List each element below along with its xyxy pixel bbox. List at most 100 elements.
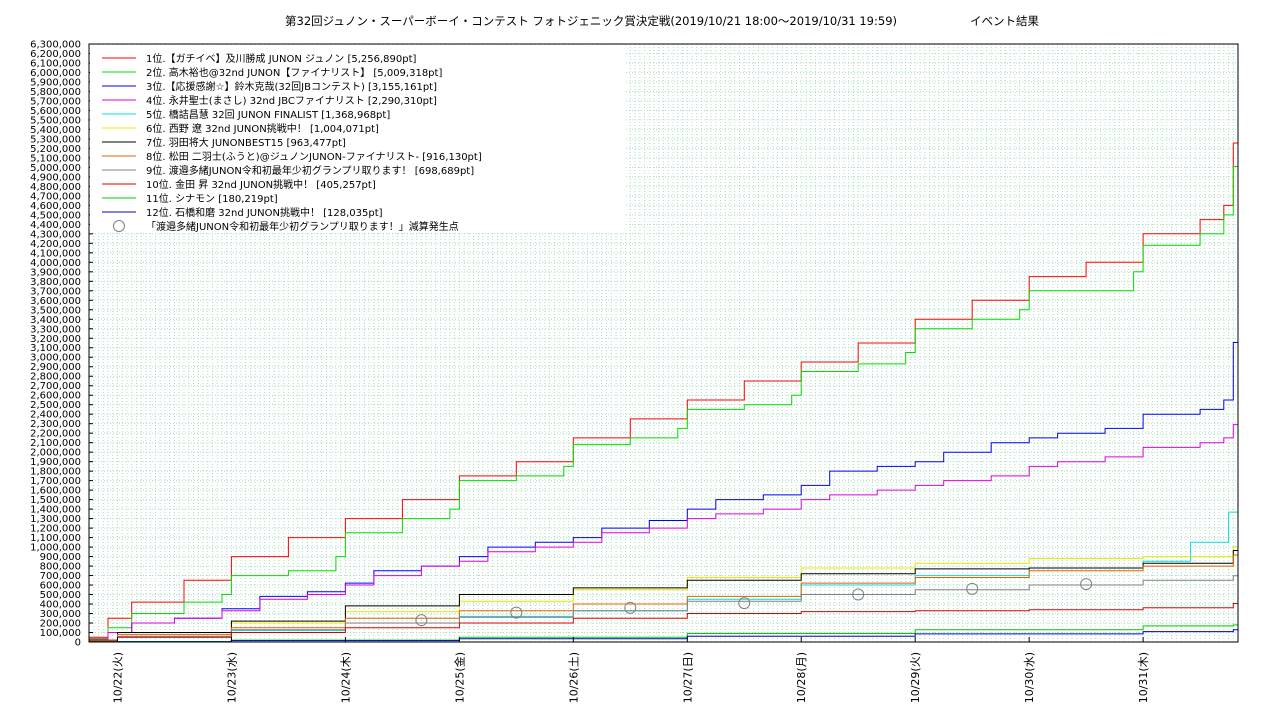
y-tick-label: 6,100,000 <box>30 58 81 69</box>
x-tick-label: 10/28(月) <box>795 652 808 703</box>
y-tick-label: 1,800,000 <box>30 467 81 478</box>
y-tick-label: 5,200,000 <box>30 144 81 155</box>
y-tick-label: 600,000 <box>40 581 81 592</box>
y-tick-label: 5,100,000 <box>30 153 81 164</box>
subtraction-marker <box>738 597 751 610</box>
y-tick-label: 2,100,000 <box>30 438 81 449</box>
y-tick-label: 700,000 <box>40 571 81 582</box>
y-tick-label: 2,800,000 <box>30 372 81 383</box>
plot-frame <box>88 43 1239 643</box>
y-tick-label: 4,700,000 <box>30 191 81 202</box>
legend-label: 6位. 西野 遼 32nd JUNON挑戦中！ [1,004,071pt] <box>146 122 379 135</box>
y-tick-label: 1,500,000 <box>30 495 81 506</box>
y-tick-label: 2,400,000 <box>30 410 81 421</box>
y-tick-label: 400,000 <box>40 600 81 611</box>
y-tick-label: 2,900,000 <box>30 362 81 373</box>
y-tick-label: 1,900,000 <box>30 457 81 468</box>
x-tick-label: 10/27(日) <box>681 652 694 703</box>
y-tick-label: 5,600,000 <box>30 106 81 117</box>
subtraction-marker <box>624 601 637 614</box>
series-line-10 <box>89 603 1238 642</box>
y-tick-label: 5,400,000 <box>30 125 81 136</box>
series-line-4 <box>89 424 1238 640</box>
x-tick-label: 10/26(土) <box>567 652 580 703</box>
y-tick-label: 2,500,000 <box>30 400 81 411</box>
y-tick-label: 1,400,000 <box>30 505 81 516</box>
y-tick-label: 4,600,000 <box>30 201 81 212</box>
legend-label: 5位. 橋詰昌慧 32回 JUNON FINALIST [1,368,968pt… <box>146 108 390 121</box>
x-tick-label: 10/30(水) <box>1023 652 1036 703</box>
y-tick-label: 4,100,000 <box>30 248 81 259</box>
legend-label: 10位. 金田 昇 32nd JUNON挑戦中！ [405,257pt] <box>146 178 376 191</box>
series-line-5 <box>89 511 1238 642</box>
chart-title-main: 第32回ジュノン・スーパーボーイ・コンテスト フォトジェニック賞決定戦(2019… <box>285 14 897 28</box>
legend: 1位.【ガチイベ】及川勝成 JUNON ジュノン [5,256,890pt]2位… <box>90 47 626 233</box>
legend-label: 12位. 石橋和磨 32nd JUNON挑戦中！ [128,035pt] <box>146 206 383 219</box>
series-lines <box>89 142 1238 643</box>
legend-label: 7位. 羽田将大 JUNONBEST15 [963,477pt] <box>146 136 346 149</box>
y-tick-label: 2,600,000 <box>30 391 81 402</box>
x-tick-label: 10/22(火) <box>111 652 124 703</box>
y-tick-label: 1,300,000 <box>30 514 81 525</box>
y-tick-label: 5,000,000 <box>30 163 81 174</box>
y-tick-label: 4,300,000 <box>30 229 81 240</box>
legend-marker-label: 「渡邉多緒JUNON令和初最年少初グランプリ取ります！」減算発生点 <box>146 220 459 233</box>
y-tick-label: 4,200,000 <box>30 239 81 250</box>
series-line-9 <box>89 575 1238 642</box>
y-tick-label: 4,000,000 <box>30 258 81 269</box>
y-tick-label: 5,900,000 <box>30 77 81 88</box>
x-tick-label: 10/23(水) <box>225 652 238 703</box>
y-tick-label: 4,900,000 <box>30 172 81 183</box>
x-tick-label: 10/25(金) <box>452 652 466 703</box>
y-tick-label: 900,000 <box>40 552 81 563</box>
y-tick-label: 2,200,000 <box>30 429 81 440</box>
y-tick-label: 2,000,000 <box>30 448 81 459</box>
y-tick-label: 3,700,000 <box>30 286 81 297</box>
y-tick-label: 5,800,000 <box>30 87 81 98</box>
series-line-2 <box>89 166 1238 639</box>
y-tick-label: 3,300,000 <box>30 324 81 335</box>
series-line-3 <box>89 342 1238 641</box>
y-tick-label: 300,000 <box>40 609 81 620</box>
y-tick-label: 3,600,000 <box>30 296 81 307</box>
y-tick-label: 2,300,000 <box>30 419 81 430</box>
series-line-8 <box>89 554 1238 641</box>
y-tick-label: 3,100,000 <box>30 343 81 354</box>
y-tick-label: 2,700,000 <box>30 381 81 392</box>
legend-label: 11位. シナモン [180,219pt] <box>146 192 278 205</box>
y-tick-label: 3,800,000 <box>30 277 81 288</box>
y-tick-label: 200,000 <box>40 619 81 630</box>
y-tick-label: 5,300,000 <box>30 134 81 145</box>
legend-label: 3位.【応援感謝☆】鈴木克哉(32回JBコンテスト) [3,155,161pt] <box>146 80 437 93</box>
subtraction-marker <box>852 588 865 601</box>
legend-label: 1位.【ガチイベ】及川勝成 JUNON ジュノン [5,256,890pt] <box>146 52 417 65</box>
y-tick-label: 1,700,000 <box>30 476 81 487</box>
y-tick-label: 6,000,000 <box>30 68 81 79</box>
y-tick-label: 1,000,000 <box>30 543 81 554</box>
y-tick-label: 800,000 <box>40 562 81 573</box>
y-tick-label: 1,600,000 <box>30 486 81 497</box>
subtraction-marker <box>415 614 428 627</box>
legend-marker-swatch <box>113 220 125 232</box>
y-tick-label: 6,300,000 <box>30 40 81 51</box>
legend-label: 4位. 永井聖士(まさし) 32nd JBCファイナリスト [2,290,310… <box>146 94 437 107</box>
subtraction-marker <box>966 582 979 595</box>
y-tick-label: 3,200,000 <box>30 334 81 345</box>
y-tick-label: 4,400,000 <box>30 220 81 231</box>
subtraction-markers <box>415 578 1093 627</box>
y-tick-label: 4,800,000 <box>30 182 81 193</box>
legend-box <box>90 47 626 233</box>
x-tick-label: 10/24(木) <box>339 652 352 703</box>
y-tick-label: 1,200,000 <box>30 524 81 535</box>
y-tick-label: 3,000,000 <box>30 353 81 364</box>
legend-label: 2位. 高木裕也@32nd JUNON【ファイナリスト】 [5,009,318p… <box>146 66 442 79</box>
y-tick-label: 1,100,000 <box>30 533 81 544</box>
y-tick-label: 4,500,000 <box>30 210 81 221</box>
y-tick-label: 5,500,000 <box>30 115 81 126</box>
y-tick-label: 3,900,000 <box>30 267 81 278</box>
subtraction-marker <box>1080 578 1093 591</box>
axes: 0100,000200,000300,000400,000500,000600,… <box>30 40 1239 703</box>
chart-title: 第32回ジュノン・スーパーボーイ・コンテスト フォトジェニック賞決定戦(2019… <box>0 13 1280 29</box>
series-line-12 <box>89 629 1238 643</box>
